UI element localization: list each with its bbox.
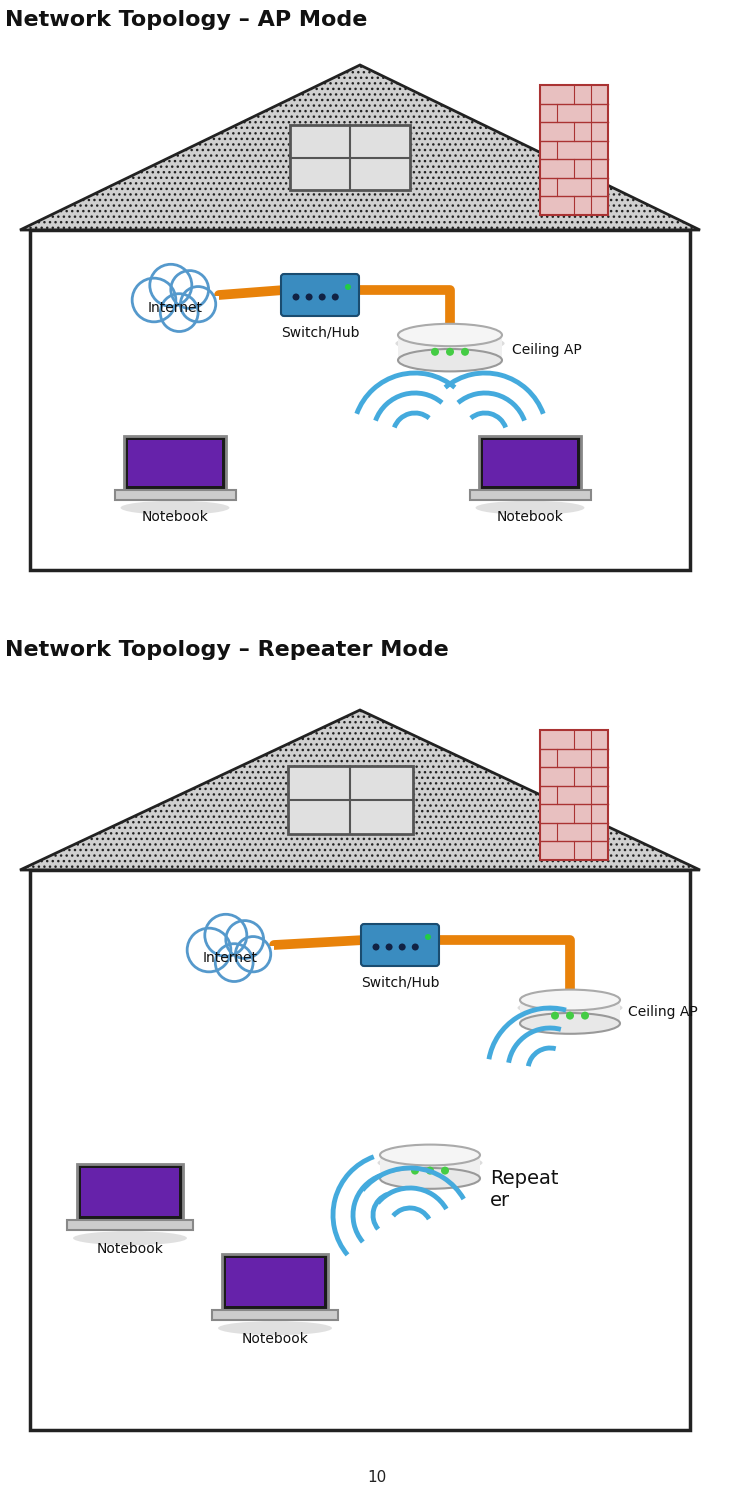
Text: 10: 10 xyxy=(367,1471,387,1486)
Circle shape xyxy=(345,283,351,289)
Polygon shape xyxy=(520,1000,620,1024)
Ellipse shape xyxy=(380,1168,480,1189)
Bar xyxy=(30,869,690,1430)
Circle shape xyxy=(235,937,271,971)
Text: Notebook: Notebook xyxy=(97,1243,164,1256)
Ellipse shape xyxy=(395,334,504,352)
Bar xyxy=(77,1163,183,1220)
Ellipse shape xyxy=(476,501,584,514)
Circle shape xyxy=(132,279,176,322)
FancyBboxPatch shape xyxy=(281,274,359,316)
Circle shape xyxy=(411,1166,419,1175)
Bar xyxy=(480,436,581,490)
Text: Notebook: Notebook xyxy=(241,1333,308,1346)
Text: Internet: Internet xyxy=(148,301,203,315)
Circle shape xyxy=(385,943,393,950)
Text: Switch/Hub: Switch/Hub xyxy=(280,325,359,339)
Circle shape xyxy=(441,1166,449,1175)
Bar xyxy=(124,436,225,490)
Circle shape xyxy=(225,920,264,958)
Circle shape xyxy=(319,294,326,300)
Polygon shape xyxy=(20,711,700,869)
Bar xyxy=(290,124,410,190)
Bar xyxy=(128,441,222,486)
Circle shape xyxy=(293,294,299,300)
Text: Network Topology – Repeater Mode: Network Topology – Repeater Mode xyxy=(5,640,449,660)
Circle shape xyxy=(372,943,379,950)
Polygon shape xyxy=(20,64,700,229)
Bar xyxy=(212,1310,339,1321)
Circle shape xyxy=(205,914,247,956)
Bar xyxy=(540,730,608,860)
Circle shape xyxy=(431,348,439,355)
Ellipse shape xyxy=(218,1321,332,1336)
Circle shape xyxy=(399,943,406,950)
Bar xyxy=(226,1258,324,1306)
Circle shape xyxy=(305,294,313,300)
Circle shape xyxy=(180,286,216,322)
Text: Network Topology – AP Mode: Network Topology – AP Mode xyxy=(5,10,367,30)
Text: Ceiling AP: Ceiling AP xyxy=(512,343,582,357)
Ellipse shape xyxy=(520,989,620,1010)
Ellipse shape xyxy=(378,1156,483,1171)
Ellipse shape xyxy=(398,349,502,372)
Bar xyxy=(30,229,690,570)
Ellipse shape xyxy=(520,1013,620,1034)
Circle shape xyxy=(426,1166,434,1175)
Bar xyxy=(483,441,577,486)
Bar xyxy=(186,946,274,967)
Bar xyxy=(67,1220,193,1231)
Bar xyxy=(222,1253,328,1310)
Circle shape xyxy=(216,944,253,982)
Circle shape xyxy=(171,271,209,309)
Ellipse shape xyxy=(517,1000,623,1016)
Ellipse shape xyxy=(121,501,229,514)
Circle shape xyxy=(187,928,231,971)
Bar xyxy=(81,1168,179,1216)
Circle shape xyxy=(581,1012,589,1019)
Bar xyxy=(115,490,235,499)
Text: Switch/Hub: Switch/Hub xyxy=(360,974,440,989)
Circle shape xyxy=(412,943,418,950)
Ellipse shape xyxy=(73,1231,187,1246)
Text: Notebook: Notebook xyxy=(497,510,563,525)
Circle shape xyxy=(161,294,198,331)
Circle shape xyxy=(150,264,192,306)
Text: Notebook: Notebook xyxy=(142,510,208,525)
Circle shape xyxy=(332,294,339,300)
Circle shape xyxy=(461,348,469,355)
Polygon shape xyxy=(398,334,502,360)
Bar xyxy=(131,295,219,316)
Circle shape xyxy=(566,1012,574,1019)
Text: Repeat
er: Repeat er xyxy=(490,1169,559,1211)
Ellipse shape xyxy=(380,1145,480,1165)
Bar xyxy=(287,766,412,833)
Circle shape xyxy=(551,1012,559,1019)
Bar xyxy=(540,85,608,214)
Bar xyxy=(470,490,590,499)
FancyBboxPatch shape xyxy=(361,923,439,965)
Circle shape xyxy=(446,348,454,355)
Text: Internet: Internet xyxy=(203,950,258,965)
Text: Ceiling AP: Ceiling AP xyxy=(628,1004,697,1019)
Polygon shape xyxy=(380,1156,480,1178)
Circle shape xyxy=(425,934,431,940)
Ellipse shape xyxy=(398,324,502,346)
